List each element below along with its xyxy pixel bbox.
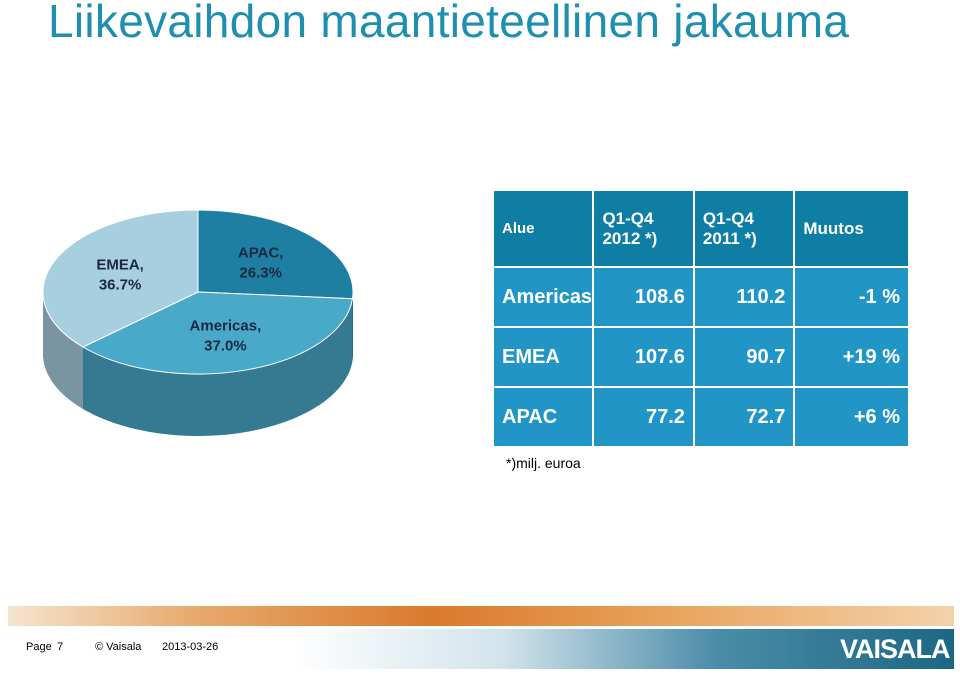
table-row: APAC 77.2 72.7 +6 % — [491, 386, 910, 448]
unit-note: *)milj. euroa — [506, 455, 581, 471]
pie-side-americas — [83, 298, 353, 436]
table-row: EMEA 107.6 90.7 +19 % — [491, 326, 910, 388]
footer-page-label: Page — [26, 641, 52, 653]
pie-value-label-emea: 36.7% — [99, 277, 142, 294]
data-table: Alue Q1-Q4 2012 *) Q1-Q4 2011 *) Muutos … — [491, 189, 910, 448]
pie-slice-emea — [42, 209, 199, 348]
header-cell-region: Alue — [491, 189, 595, 268]
pie-label-apac: APAC, — [238, 244, 284, 261]
cell-2011: 90.7 — [692, 326, 796, 388]
cell-2012: 107.6 — [592, 326, 695, 388]
cell-change: +19 % — [793, 326, 910, 388]
pie-slice-americas — [81, 291, 354, 375]
cell-change: -1 % — [793, 266, 910, 328]
footer-copyright: © Vaisala — [95, 641, 142, 653]
header-cell-2012: Q1-Q4 2012 *) — [592, 189, 695, 268]
cell-change: +6 % — [793, 386, 910, 448]
cell-2012: 77.2 — [592, 386, 695, 448]
page-title: Liikevaihdon maantieteellinen jakauma — [48, 0, 850, 47]
cell-2011: 72.7 — [692, 386, 796, 448]
header-cell-2011: Q1-Q4 2011 *) — [692, 189, 796, 268]
pie-label-emea: EMEA, — [96, 257, 144, 274]
footer-decorative-band — [8, 606, 954, 626]
pie-side-apac — [352, 293, 353, 361]
table-row: Americas 108.6 110.2 -1 % — [491, 266, 910, 328]
footer-bar — [8, 629, 954, 669]
pie-chart-svg: APAC, 26.3% Americas, 37.0% EMEA, 36.7% — [42, 209, 354, 436]
footer-date: 2013-03-26 — [162, 641, 219, 653]
pie-label-americas: Americas, — [190, 318, 262, 335]
pie-slice-apac — [197, 209, 354, 300]
table-header-row: Alue Q1-Q4 2012 *) Q1-Q4 2011 *) Muutos — [491, 189, 910, 268]
pie-value-label-americas: 37.0% — [204, 338, 247, 355]
cell-region: Americas — [491, 266, 595, 328]
vaisala-logo: VAISALA — [840, 634, 951, 664]
footer-page-number: 7 — [57, 641, 64, 653]
cell-region: APAC — [491, 386, 595, 448]
pie-chart: APAC, 26.3% Americas, 37.0% EMEA, 36.7% — [30, 200, 370, 460]
cell-2011: 110.2 — [692, 266, 796, 328]
cell-region: EMEA — [491, 326, 595, 388]
cell-2012: 108.6 — [592, 266, 695, 328]
pie-side-emea — [43, 293, 83, 409]
header-cell-change: Muutos — [793, 189, 910, 268]
pie-value-label-apac: 26.3% — [239, 264, 282, 281]
